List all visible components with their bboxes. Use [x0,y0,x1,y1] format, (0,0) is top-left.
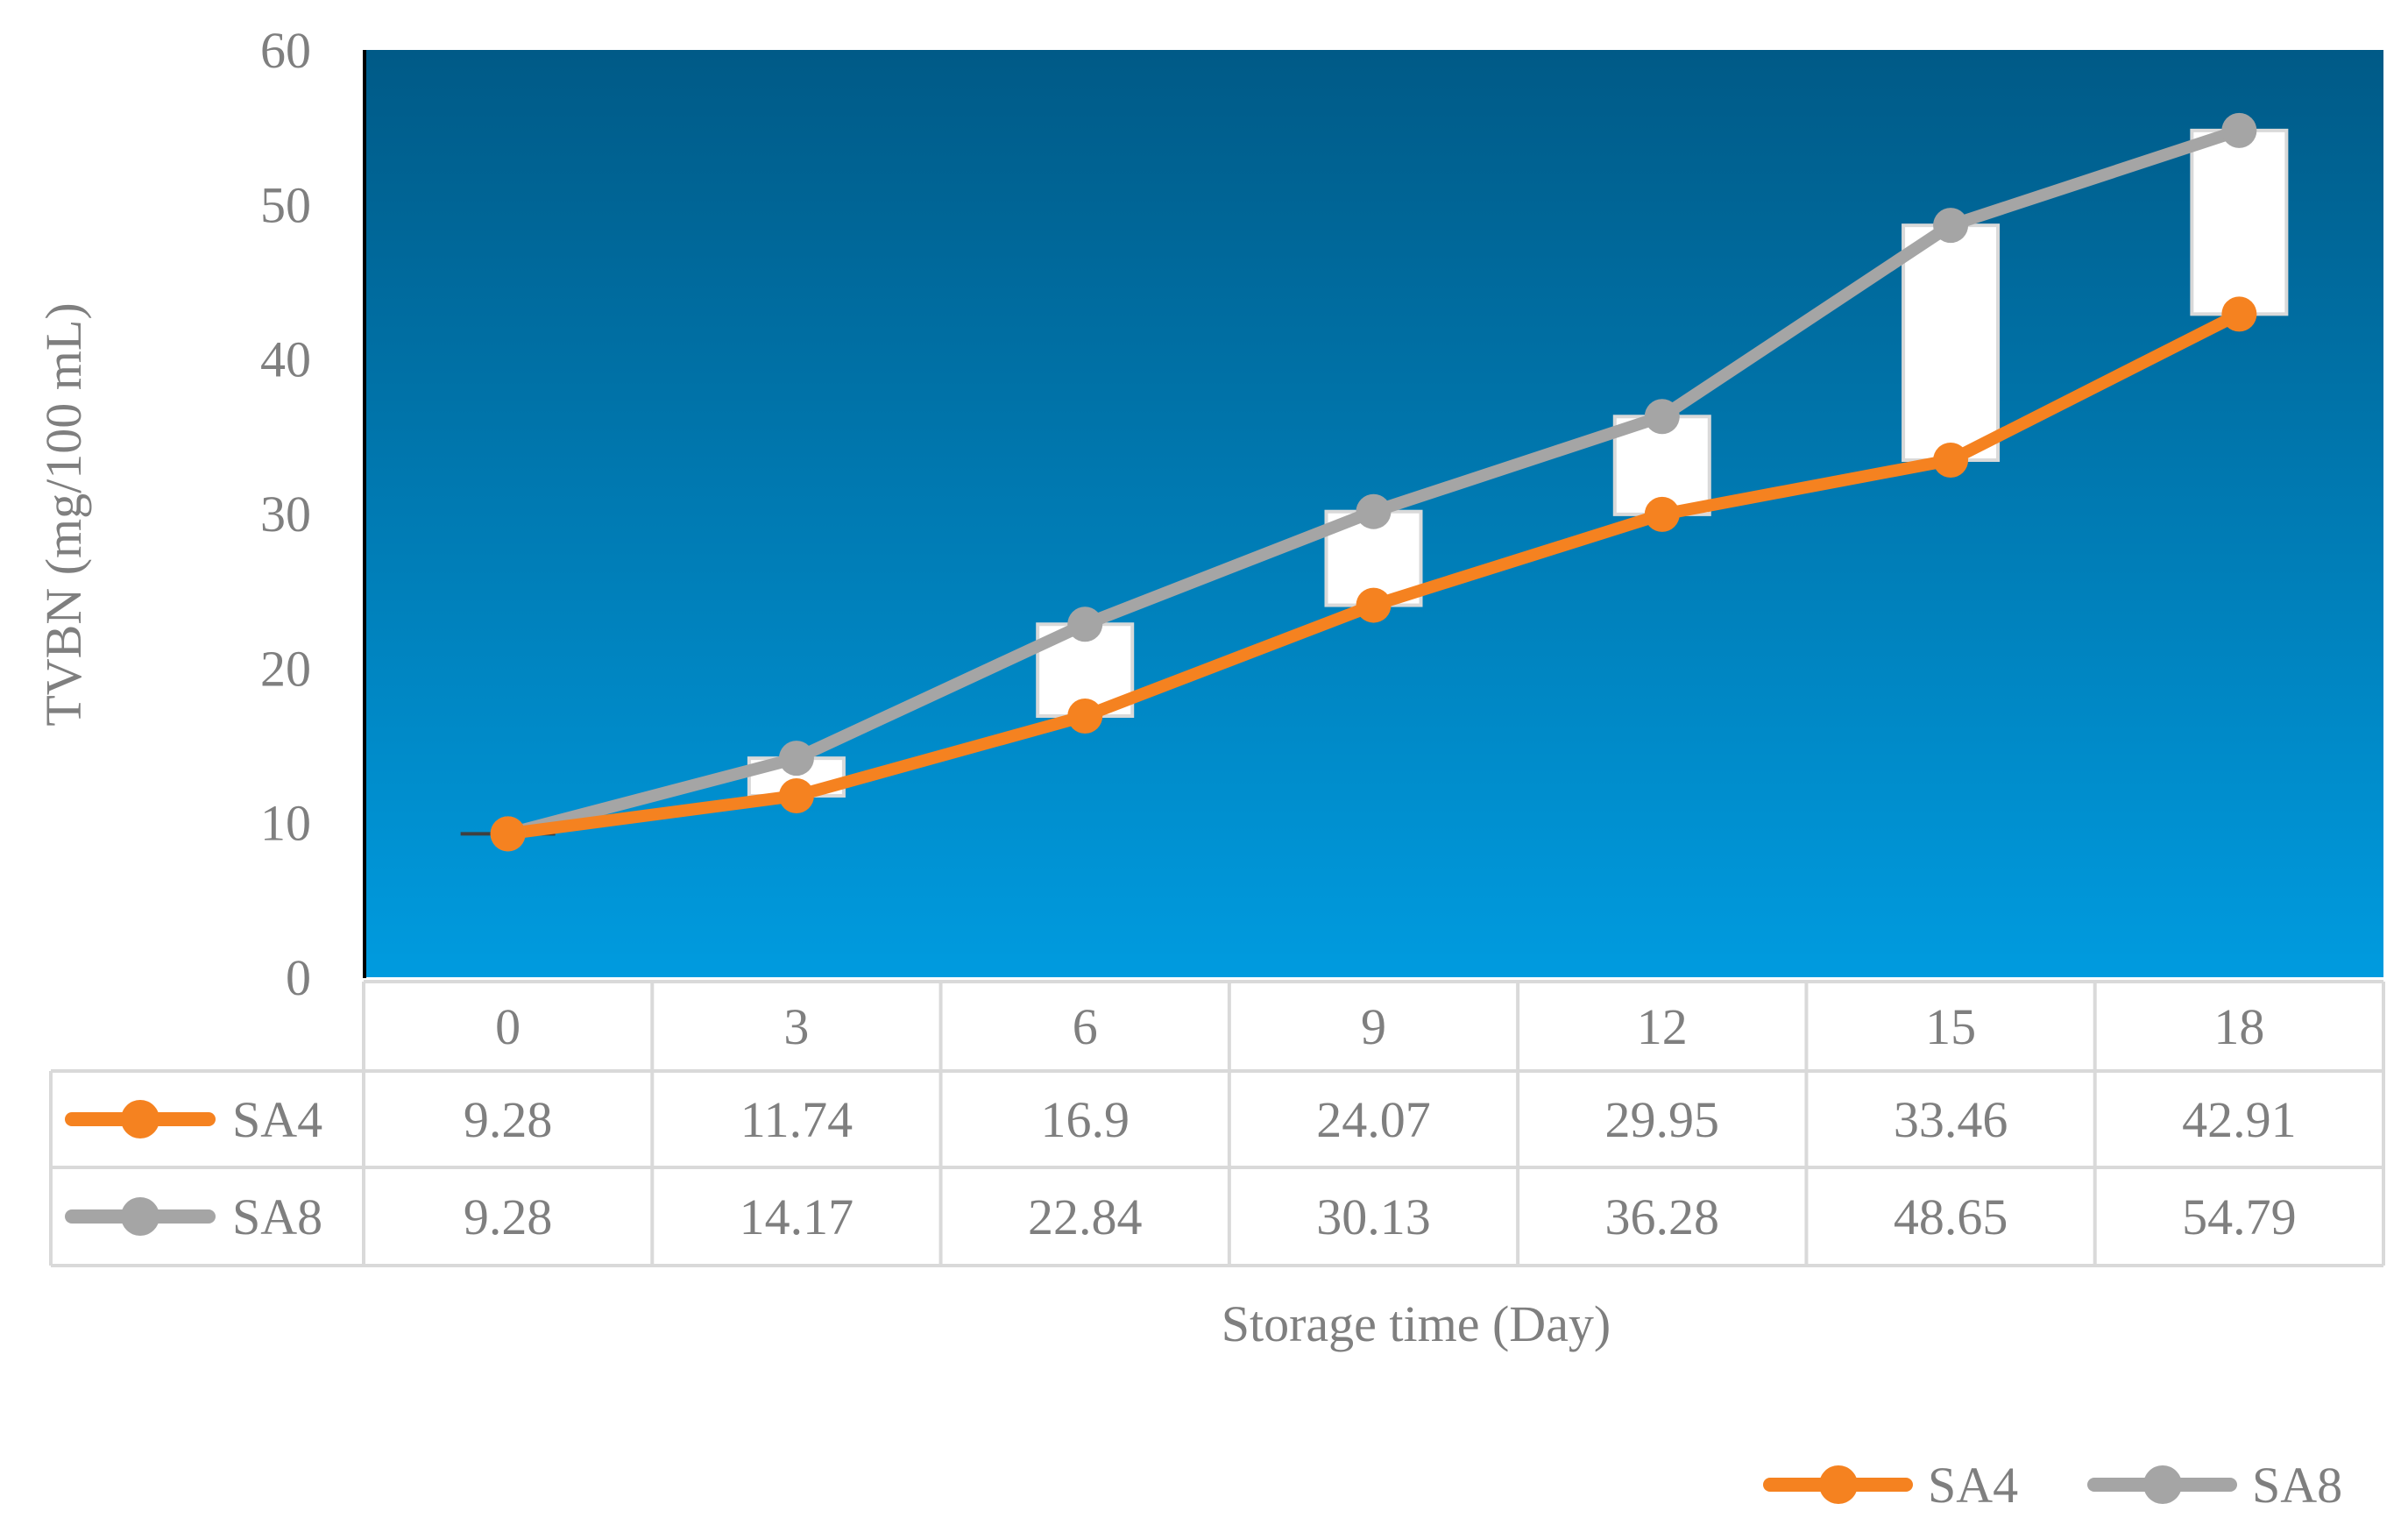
legend-key-marker [1819,1465,1858,1504]
table-cell: 42.91 [2182,1091,2297,1148]
table-cell: 33.46 [1894,1091,2008,1148]
table-cell: 29.95 [1605,1091,1720,1148]
table-row-label: SA4 [232,1091,322,1148]
up-down-bar [2192,131,2286,314]
x-axis-title: Storage time (Day) [1222,1295,1611,1352]
legend-key-marker [2143,1465,2182,1504]
series-point-sa8 [1356,494,1392,529]
table-cell: 54.79 [2182,1188,2297,1245]
table-cell: 9.28 [464,1188,553,1245]
x-tick-label: 18 [2213,998,2264,1055]
series-point-sa4 [1645,497,1680,532]
table-cell: 14.17 [740,1188,854,1245]
x-tick-label: 0 [495,998,521,1055]
y-tick-label: 40 [260,331,311,388]
series-point-sa8 [1067,606,1102,642]
table-cell: 16.9 [1040,1091,1130,1148]
series-point-sa4 [491,816,526,851]
y-tick-label: 0 [286,949,311,1006]
y-tick-label: 10 [260,795,311,852]
y-axis-ticks: 0 10 20 30 40 50 60 [260,22,311,1006]
table-cell: 11.74 [740,1091,853,1148]
y-tick-label: 60 [260,22,311,79]
up-down-bar [1903,225,1998,460]
table-cell: 22.84 [1028,1188,1143,1245]
legend: SA4 SA8 [1770,1457,2342,1514]
series-point-sa8 [1933,208,1968,243]
table-cell: 36.28 [1605,1188,1720,1245]
series-point-sa8 [1645,399,1680,434]
x-tick-label: 6 [1073,998,1098,1055]
y-tick-label: 50 [260,176,311,233]
table-cell: 24.07 [1316,1091,1431,1148]
x-tick-label: 15 [1925,998,1976,1055]
data-table: 0 3 6 9 12 15 18 SA4 9.28 11.74 16.9 24.07 29.95 33.4… [51,982,2383,1266]
series-point-sa4 [1356,588,1392,623]
table-legend-key-marker [121,1100,159,1138]
table-cell: 9.28 [464,1091,553,1148]
series-point-sa4 [1067,699,1102,734]
y-tick-label: 20 [260,640,311,697]
table-legend-key-marker [121,1197,159,1236]
table-cell: 30.13 [1316,1188,1431,1245]
x-tick-label: 3 [783,998,809,1055]
series-point-sa4 [1933,443,1968,478]
series-point-sa8 [2221,113,2256,148]
series-point-sa4 [2221,296,2256,331]
legend-label: SA8 [2252,1457,2342,1514]
x-tick-label: 9 [1361,998,1386,1055]
series-point-sa4 [779,778,814,813]
legend-label: SA4 [1928,1457,2018,1514]
series-point-sa8 [779,741,814,776]
y-tick-label: 30 [260,486,311,543]
table-cell: 48.65 [1894,1188,2008,1245]
y-axis-title: TVBN (mg/100 mL) [35,302,92,726]
table-row-label: SA8 [232,1188,322,1245]
x-tick-label: 12 [1637,998,1688,1055]
